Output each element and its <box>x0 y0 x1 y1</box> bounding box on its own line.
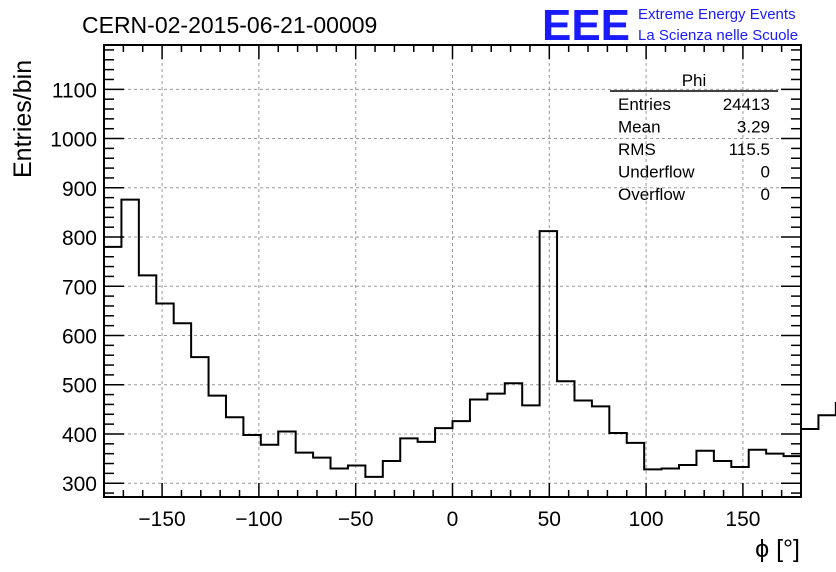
y-tick-label: 300 <box>62 473 97 496</box>
logo: EEE Extreme Energy Events La Scienza nel… <box>542 1 798 50</box>
stats-row-value: 0 <box>761 163 770 182</box>
y-tick-label: 400 <box>62 424 97 447</box>
stats-row-label: RMS <box>618 140 656 159</box>
y-tick-label: 600 <box>62 326 97 349</box>
run-title: CERN-02-2015-06-21-00009 <box>82 12 377 38</box>
y-tick-labels: 300 400 500 600 700 800 900 1000 1100 <box>50 79 97 496</box>
stats-row-value: 0 <box>761 185 770 204</box>
stats-row-label: Underflow <box>618 163 695 182</box>
x-tick-labels: −150 −100 −50 0 50 100 150 <box>138 508 760 531</box>
stats-box-title: Phi <box>682 71 707 90</box>
stats-row-label: Entries <box>618 95 671 114</box>
stats-row-value: 3.29 <box>737 118 770 137</box>
histogram-series <box>104 198 836 478</box>
x-tick-label: −50 <box>338 508 374 531</box>
x-axis-title: ϕ [°] <box>755 535 800 563</box>
y-tick-label: 800 <box>62 227 97 250</box>
y-tick-label: 1100 <box>52 79 97 102</box>
stats-row-value: 24413 <box>723 95 770 114</box>
y-tick-label: 1000 <box>50 129 97 152</box>
y-tick-label: 700 <box>62 276 97 299</box>
stats-box-rows: Entries 24413 Mean 3.29 RMS 115.5 Underflow 0 Ov… <box>618 95 770 204</box>
stats-row-label: Overflow <box>618 185 686 204</box>
x-tick-label: 150 <box>725 508 760 531</box>
x-tick-label: −100 <box>235 508 282 531</box>
grid-lines <box>104 45 801 497</box>
y-axis-title: Entries/bin <box>9 60 37 178</box>
axis-ticks <box>103 45 802 497</box>
x-tick-label: 50 <box>538 508 561 531</box>
histogram-line <box>104 198 836 478</box>
x-tick-label: 100 <box>629 508 664 531</box>
stats-row-value: 115.5 <box>729 140 770 159</box>
stats-box: Phi Entries 24413 Mean 3.29 RMS 115.5 Underflo… <box>610 71 778 204</box>
x-tick-label: 0 <box>447 508 459 531</box>
stats-row-label: Mean <box>618 118 661 137</box>
logo-line2: La Scienza nelle Scuole <box>638 27 798 44</box>
y-tick-label: 500 <box>62 375 97 398</box>
x-tick-label: −150 <box>138 508 185 531</box>
y-tick-label: 900 <box>62 178 97 201</box>
logo-line1: Extreme Energy Events <box>638 6 796 23</box>
logo-mark: EEE <box>542 1 630 50</box>
